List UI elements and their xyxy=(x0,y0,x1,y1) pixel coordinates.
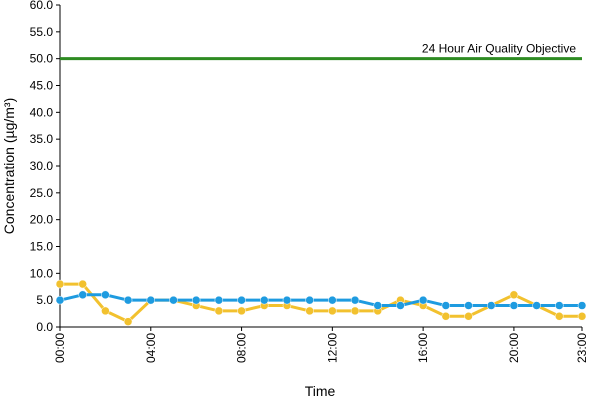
data-point xyxy=(101,306,110,316)
y-tick-label: 60.0 xyxy=(30,0,54,12)
data-point xyxy=(464,301,473,310)
data-point xyxy=(328,295,337,305)
x-tick-label: 08:00 xyxy=(235,333,249,363)
y-ticks: 0.0 5.0 10.0 15.0 20.0 25.0 30.0 35.0 40.0 45.0 50… xyxy=(30,0,60,334)
y-tick-label: 35.0 xyxy=(30,132,54,146)
y-tick-label: 15.0 xyxy=(30,240,54,254)
data-point xyxy=(146,295,156,305)
objective-label: 24 Hour Air Quality Objective xyxy=(422,42,576,56)
reference-line-group: 24 Hour Air Quality Objective xyxy=(60,42,582,61)
data-point xyxy=(260,295,269,305)
x-tick-label: 16:00 xyxy=(416,333,430,363)
data-point xyxy=(509,290,519,300)
y-axis-title: Concentration (µg/m³) xyxy=(1,98,17,234)
data-point xyxy=(123,295,133,305)
data-point xyxy=(237,295,246,305)
data-point xyxy=(418,295,428,305)
y-tick-label: 45.0 xyxy=(30,79,54,93)
data-point xyxy=(509,301,519,310)
data-point xyxy=(55,295,65,305)
data-point xyxy=(396,301,405,310)
data-point xyxy=(101,290,110,300)
x-ticks: 00:00 04:00 08:00 12:00 16:00 20:00 23:00 xyxy=(53,327,589,363)
data-point xyxy=(78,279,87,289)
x-tick-label: 12:00 xyxy=(325,333,339,363)
x-tick-label: 04:00 xyxy=(144,333,158,363)
data-point xyxy=(214,295,224,305)
data-point xyxy=(123,317,133,326)
data-point xyxy=(191,295,201,305)
data-point xyxy=(237,306,246,316)
data-point xyxy=(577,301,587,310)
series-line xyxy=(60,282,582,324)
y-tick-label: 25.0 xyxy=(30,186,54,200)
y-tick-label: 40.0 xyxy=(30,105,54,119)
series-group xyxy=(55,279,587,326)
y-tick-label: 50.0 xyxy=(30,52,54,66)
data-point xyxy=(350,295,360,305)
x-axis-title: Time xyxy=(305,383,336,399)
data-point xyxy=(464,312,473,321)
y-tick-label: 0.0 xyxy=(36,320,53,334)
data-point xyxy=(532,301,541,310)
y-tick-label: 20.0 xyxy=(30,213,54,227)
y-tick-label: 5.0 xyxy=(36,293,53,307)
y-tick-label: 55.0 xyxy=(30,25,54,39)
x-tick-label: 00:00 xyxy=(53,333,67,363)
data-point xyxy=(577,312,587,321)
data-point xyxy=(305,306,314,316)
data-point xyxy=(441,312,451,321)
x-tick-label: 20:00 xyxy=(507,333,521,363)
data-point xyxy=(486,301,496,310)
x-tick-label: 23:00 xyxy=(575,333,589,363)
data-point xyxy=(441,301,451,310)
data-point xyxy=(305,295,314,305)
data-point xyxy=(78,290,87,300)
data-point xyxy=(350,306,360,316)
y-tick-label: 30.0 xyxy=(30,159,54,173)
data-point xyxy=(55,279,65,289)
data-point xyxy=(282,295,292,305)
data-point xyxy=(169,295,178,305)
data-point xyxy=(555,301,564,310)
data-point xyxy=(555,312,564,321)
series-1 xyxy=(55,279,587,326)
y-tick-label: 10.0 xyxy=(30,266,54,280)
series-2 xyxy=(55,290,587,310)
data-point xyxy=(214,306,224,316)
data-point xyxy=(328,306,337,316)
data-point xyxy=(373,301,382,310)
